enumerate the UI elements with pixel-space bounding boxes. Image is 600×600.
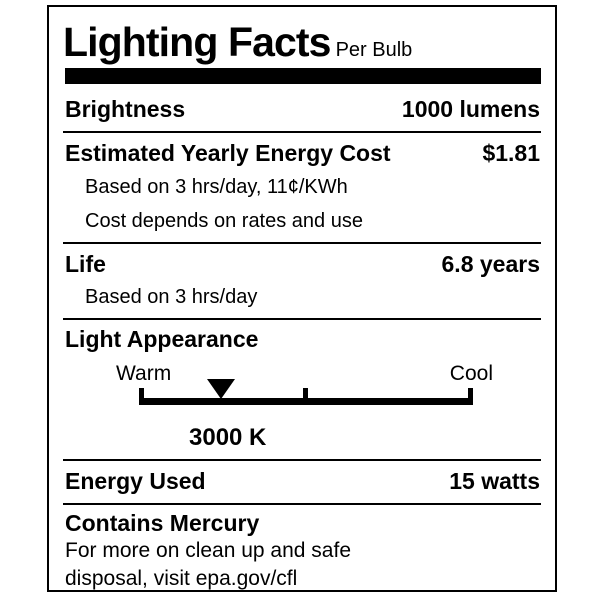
scale-tick-right — [468, 388, 473, 399]
divider-after-life — [63, 318, 541, 320]
scale-warm-label: Warm — [116, 362, 172, 385]
scale-bar — [139, 379, 473, 405]
mercury-note-1: For more on clean up and safe — [65, 539, 352, 562]
life-note-1: Based on 3 hrs/day — [85, 286, 258, 308]
page-title: Lighting Facts — [63, 19, 331, 65]
energy-cost-label: Estimated Yearly Energy Cost — [65, 140, 391, 166]
label-inner: Lighting Facts Per Bulb Brightness 1000 l… — [63, 7, 541, 590]
life-label: Life — [65, 251, 106, 277]
energy-cost-note-1: Based on 3 hrs/day, 11¢/KWh — [85, 176, 348, 198]
energy-cost-value: $1.81 — [482, 140, 540, 166]
label-title-row: Lighting Facts Per Bulb — [63, 20, 412, 64]
mercury-note-2: disposal, visit epa.gov/cfl — [65, 567, 298, 590]
brightness-value: 1000 lumens — [401, 96, 540, 122]
divider-after-energy-used — [63, 503, 541, 505]
scale-tick-middle — [303, 388, 308, 399]
lighting-facts-label: Lighting Facts Per Bulb Brightness 1000 l… — [47, 5, 557, 592]
light-appearance-label: Light Appearance — [65, 326, 259, 352]
scale-tick-left — [139, 388, 144, 399]
scale-marker-triangle-icon — [207, 379, 235, 399]
light-appearance-value: 3000 K — [189, 424, 267, 451]
divider-after-energy-cost — [63, 242, 541, 244]
title-underbar — [65, 68, 541, 84]
divider-after-light-appearance — [63, 459, 541, 461]
energy-used-label: Energy Used — [65, 468, 206, 494]
scale-cool-label: Cool — [449, 362, 493, 385]
life-value: 6.8 years — [441, 251, 540, 277]
brightness-label: Brightness — [65, 96, 186, 122]
mercury-label: Contains Mercury — [65, 510, 260, 536]
label-title-suffix: Per Bulb — [335, 39, 413, 61]
energy-cost-note-2: Cost depends on rates and use — [85, 210, 363, 232]
divider-after-brightness — [63, 131, 541, 133]
energy-used-value: 15 watts — [449, 468, 540, 494]
